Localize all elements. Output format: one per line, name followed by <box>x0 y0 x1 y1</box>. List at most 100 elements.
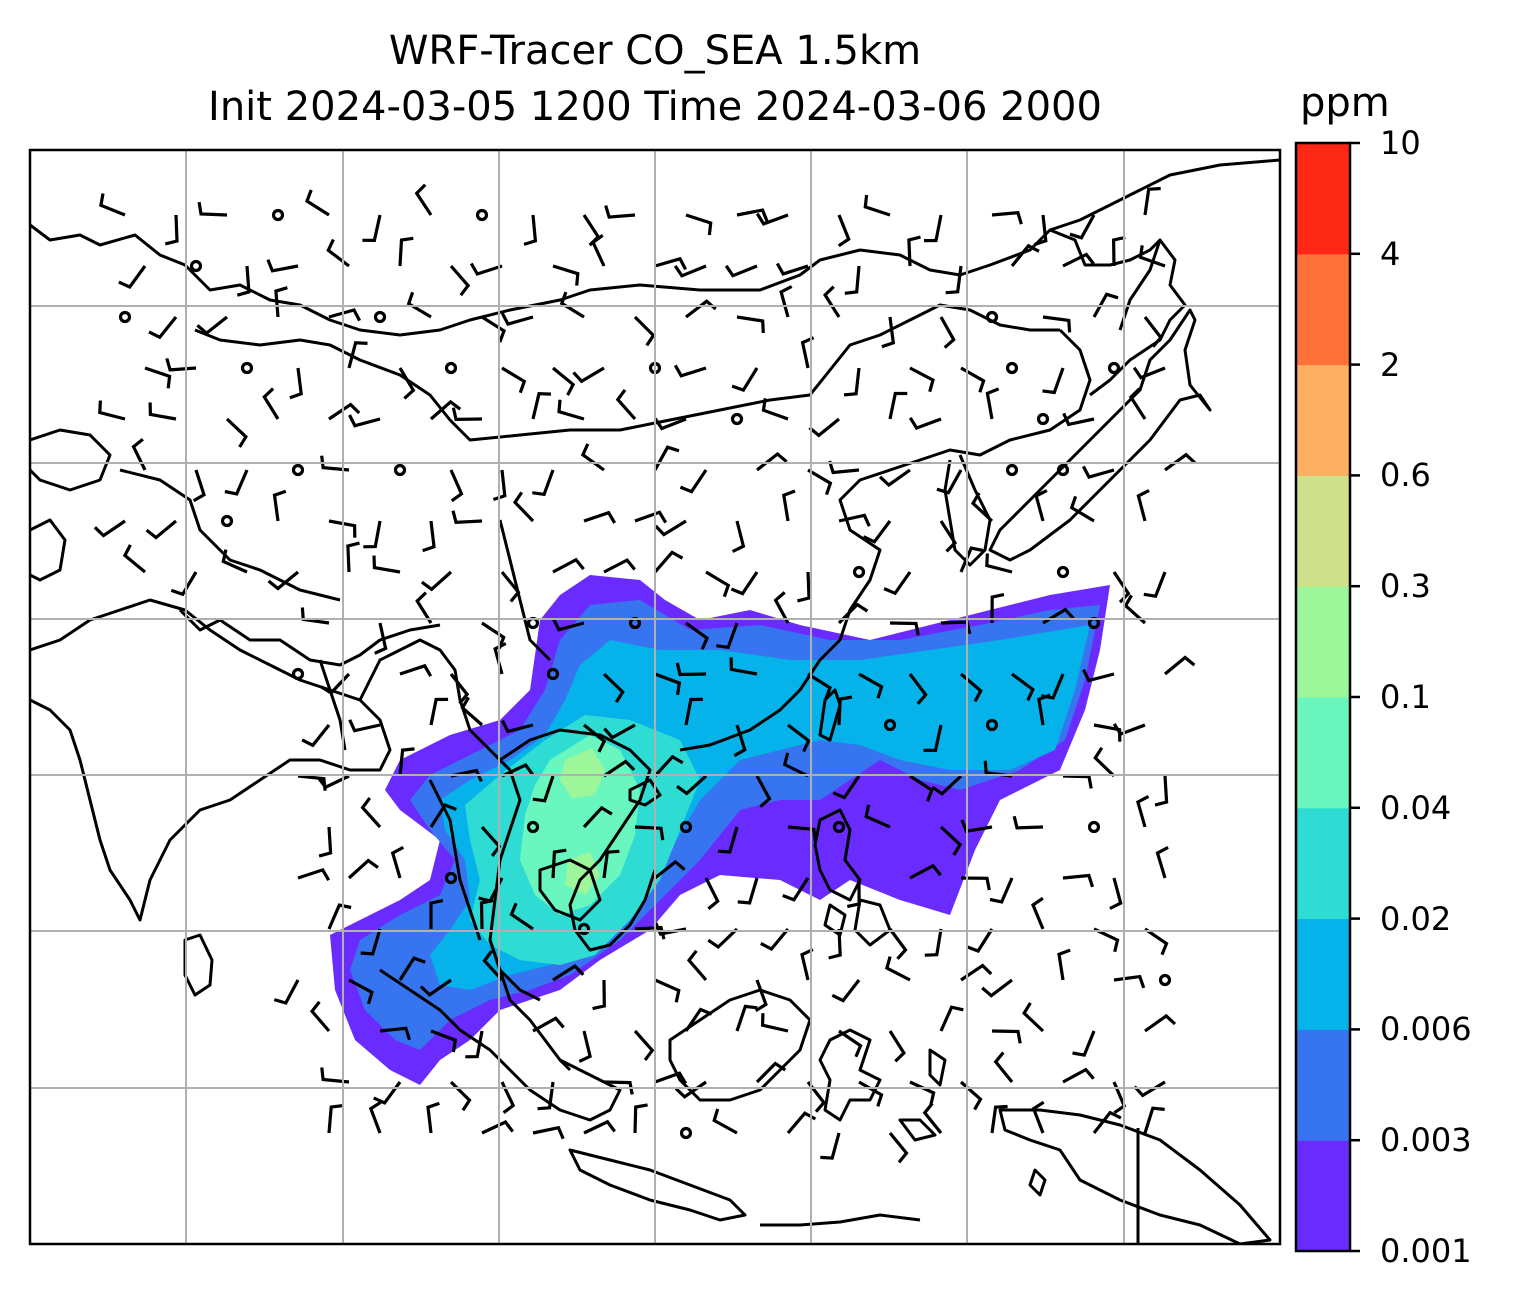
colorbar-tick-label: 0.003 <box>1380 1121 1472 1160</box>
wind-barb <box>297 867 331 882</box>
wind-barb <box>685 213 713 236</box>
wind-barb <box>1093 746 1116 778</box>
wind-barb <box>1113 974 1146 989</box>
wind-barb <box>532 469 555 497</box>
wind-barb <box>379 1026 412 1041</box>
wind-barb <box>603 759 636 778</box>
wind-barb <box>654 256 688 271</box>
colorbar-segment <box>1296 1140 1350 1252</box>
wind-barb <box>985 387 1000 420</box>
wind-barb <box>1037 693 1051 726</box>
gridlines <box>30 150 1280 1244</box>
wind-barb <box>731 367 759 393</box>
wind-barb <box>1143 186 1161 216</box>
wind-barb <box>469 262 503 276</box>
calm-wind-circle <box>526 820 540 834</box>
calm-wind-circle <box>291 667 305 681</box>
wind-barb <box>348 414 381 428</box>
wind-barb <box>717 826 739 854</box>
wind-barb <box>164 214 179 246</box>
calm-wind-circle <box>1056 565 1070 579</box>
wind-barb <box>500 312 534 326</box>
wind-barb <box>317 774 350 790</box>
wind-barb <box>782 489 796 522</box>
wind-barb <box>552 618 585 632</box>
wind-barb <box>837 695 853 726</box>
wind-barb <box>267 570 300 591</box>
wind-barb <box>1144 1013 1177 1033</box>
wind-barb <box>398 367 416 400</box>
wind-barb <box>98 400 126 421</box>
calm-wind-circle <box>240 361 254 375</box>
wind-barb <box>1034 489 1048 522</box>
colorbar-tick-label: 0.04 <box>1380 788 1452 827</box>
wind-barb <box>843 367 861 397</box>
wind-barb <box>328 308 362 322</box>
map-frame <box>28 148 1282 1246</box>
wind-barb <box>500 1081 516 1114</box>
wind-barb <box>945 265 963 295</box>
wind-barb <box>449 469 464 503</box>
calm-wind-circle <box>832 820 846 834</box>
wind-barb <box>320 1067 350 1084</box>
wind-barb <box>966 928 994 953</box>
wind-barb <box>735 1004 758 1032</box>
wind-barb <box>712 1108 738 1135</box>
wind-barb <box>960 963 993 982</box>
wind-barb <box>165 357 197 372</box>
wind-barb <box>673 364 707 378</box>
wind-barb <box>603 1080 634 1095</box>
colorbar-segment <box>1296 364 1350 476</box>
wind-barb <box>844 265 861 295</box>
wind-barb <box>348 978 374 1005</box>
colorbar-tick-label: 2 <box>1380 345 1401 384</box>
wind-barb <box>775 262 809 276</box>
wind-barb <box>1092 1110 1122 1134</box>
wind-barb <box>807 672 832 700</box>
wind-barb <box>320 455 350 472</box>
wind-barb <box>1062 252 1095 268</box>
wind-barb <box>1062 1067 1095 1084</box>
wind-barb <box>773 591 790 624</box>
wind-barb <box>362 214 382 243</box>
wind-barb <box>837 602 869 625</box>
wind-barb <box>1072 1030 1096 1057</box>
wind-barb <box>1062 873 1095 888</box>
wind-barb <box>881 316 896 349</box>
wind-barb <box>532 775 555 803</box>
wind-barb <box>736 208 769 222</box>
wind-barb <box>1136 489 1150 522</box>
wind-barbs <box>93 183 1196 1164</box>
wind-barb <box>878 468 911 488</box>
wind-barb <box>360 928 382 956</box>
wind-barb <box>398 956 426 981</box>
wind-barb <box>730 571 759 596</box>
wind-barb <box>909 1080 936 1105</box>
wind-barb <box>673 264 707 278</box>
colorbar-segment <box>1296 475 1350 587</box>
wind-barb <box>398 747 415 777</box>
wind-barb <box>684 1007 713 1032</box>
colorbar <box>1296 143 1350 1252</box>
wind-barb <box>603 558 636 574</box>
wind-barb <box>429 697 449 726</box>
wind-barb <box>481 315 506 343</box>
wind-barb <box>532 1125 565 1140</box>
wind-barb <box>583 723 607 753</box>
calm-wind-circle <box>475 208 489 222</box>
wind-barb <box>654 859 686 880</box>
wind-barb <box>1132 366 1166 380</box>
map-title-line2: Init 2024-03-05 1200 Time 2024-03-06 200… <box>208 84 1102 130</box>
wind-barb <box>907 235 921 267</box>
wind-barb <box>460 696 484 727</box>
wind-barb <box>654 978 681 1003</box>
wind-barb <box>192 469 206 503</box>
wind-barb <box>858 1080 884 1107</box>
wind-barb <box>420 570 453 592</box>
wind-barb <box>981 978 1013 998</box>
wind-barb <box>991 210 1023 225</box>
colorbar-segment <box>1296 697 1350 809</box>
wind-barb <box>406 291 432 319</box>
wind-barb <box>399 663 433 677</box>
wind-barb <box>390 845 405 879</box>
